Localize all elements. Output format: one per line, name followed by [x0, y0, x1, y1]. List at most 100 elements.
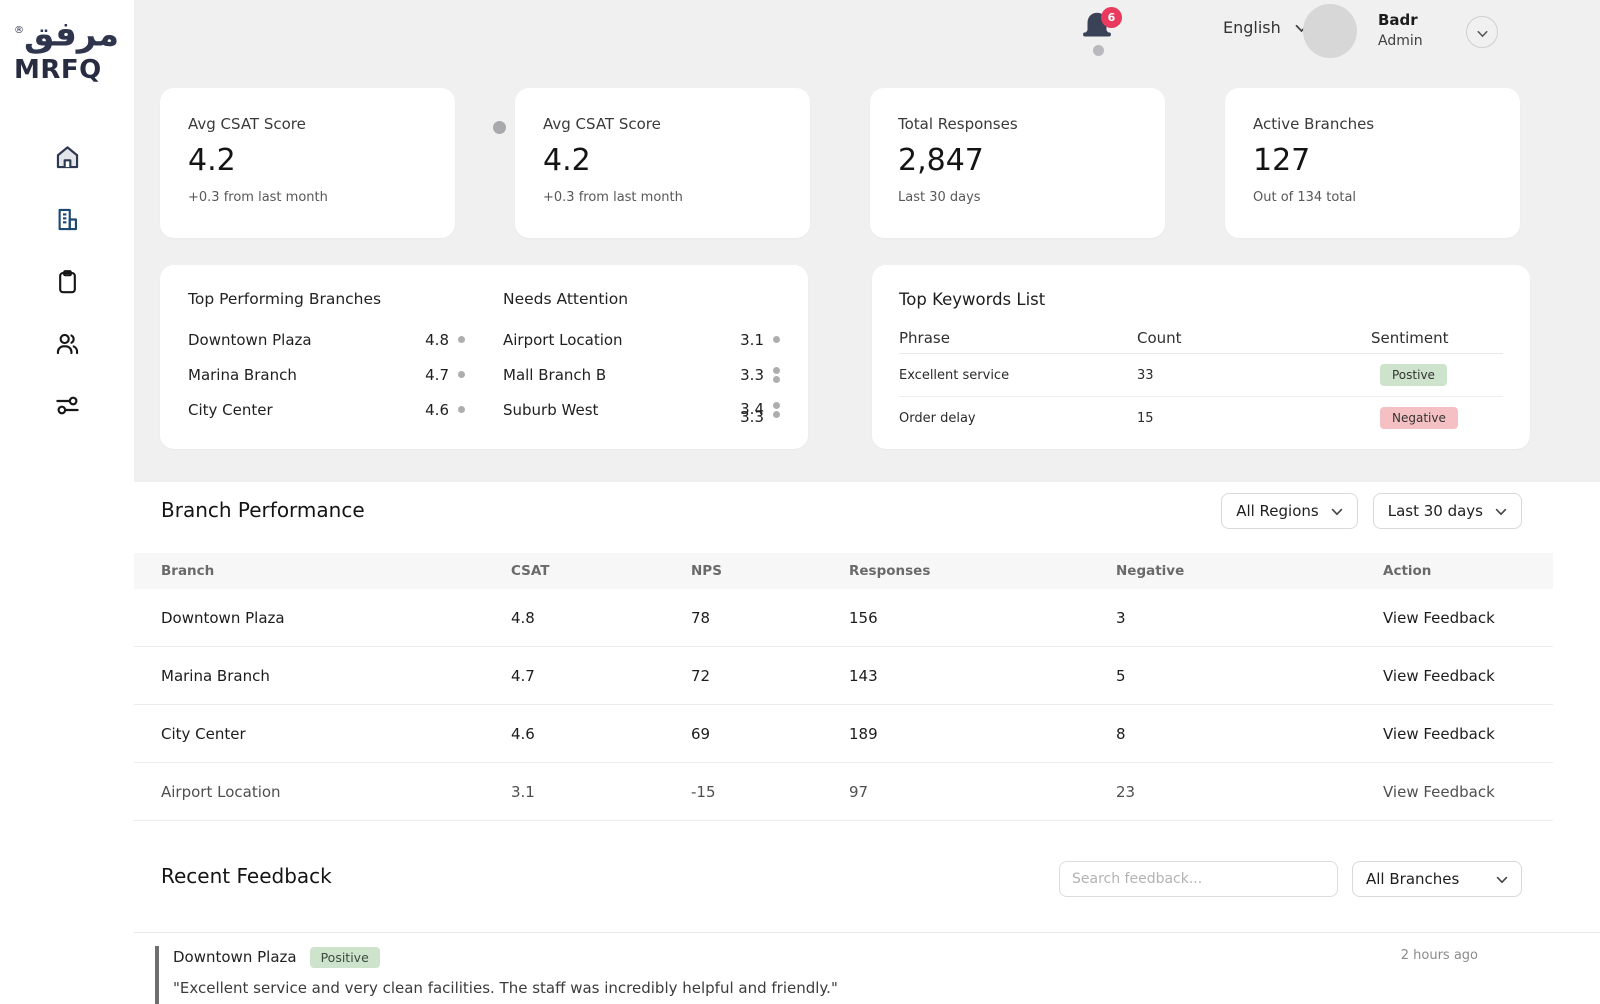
- stat-value: 127: [1253, 143, 1311, 178]
- stat-sub: Out of 134 total: [1253, 190, 1357, 205]
- column-header: Negative: [1116, 563, 1185, 579]
- view-feedback-link[interactable]: View Feedback: [1383, 783, 1495, 801]
- feedback-accent-bar: [155, 946, 159, 1004]
- divider: [134, 932, 1600, 933]
- sidebar-item-users[interactable]: [0, 330, 134, 392]
- top-performing-branches: Top Performing Branches Downtown Plaza 4…: [188, 290, 465, 427]
- feedback-item: Downtown Plaza Positive 2 hours ago "Exc…: [155, 944, 1535, 1004]
- stat-card-active-branches: Active Branches 127 Out of 134 total: [1225, 88, 1520, 238]
- glitch-dot: [773, 375, 780, 383]
- column-header: NPS: [691, 563, 722, 579]
- stat-cards: Avg CSAT Score 4.2 +0.3 from last month …: [160, 88, 1520, 238]
- glitch-dot: [493, 121, 506, 134]
- list-item: City Center 4.6: [188, 392, 465, 427]
- sidebar-item-home[interactable]: [0, 144, 134, 206]
- brand-latin: MRFQ: [14, 55, 102, 86]
- branch-performance-table: Downtown Plaza 4.8 78 156 3 View Feedbac…: [134, 589, 1553, 821]
- region-filter-dropdown[interactable]: All Regions: [1221, 493, 1358, 529]
- glitch-dot: [458, 336, 465, 343]
- user-menu-button[interactable]: [1466, 16, 1498, 48]
- stat-card-avg-csat-1: Avg CSAT Score 4.2 +0.3 from last month: [160, 88, 455, 238]
- table-row: City Center 4.6 69 189 8 View Feedback: [134, 705, 1553, 763]
- user-role: Admin: [1378, 33, 1423, 49]
- keyword-row: Excellent service 33 Postive: [899, 354, 1503, 396]
- avatar[interactable]: [1303, 4, 1357, 58]
- search-input[interactable]: [1059, 861, 1338, 897]
- panel-title: Top Keywords List: [899, 290, 1046, 309]
- users-icon: [54, 330, 81, 357]
- sentiment-badge: Positive: [309, 946, 380, 968]
- stat-card-avg-csat-2: Avg CSAT Score 4.2 +0.3 from last month: [515, 88, 810, 238]
- language-selector[interactable]: English: [1223, 18, 1308, 37]
- sidebar-item-branches[interactable]: [0, 206, 134, 268]
- lower-zone: Branch Performance All Regions Last 30 d…: [134, 482, 1600, 1004]
- sentiment-badge: Negative: [1380, 407, 1458, 429]
- feedback-timestamp: 2 hours ago: [1400, 948, 1478, 963]
- brand-arabic: مرفق®: [14, 14, 120, 55]
- column-header: CSAT: [511, 563, 550, 579]
- chevron-down-icon: [1477, 23, 1488, 42]
- stat-sub: Last 30 days: [898, 190, 981, 205]
- view-feedback-link[interactable]: View Feedback: [1383, 609, 1495, 627]
- glitch-dot: [458, 406, 465, 413]
- sliders-icon: [54, 392, 81, 419]
- column-header: Sentiment: [1371, 329, 1449, 347]
- notifications-button[interactable]: 6: [1078, 7, 1122, 56]
- view-feedback-link[interactable]: View Feedback: [1383, 667, 1495, 685]
- sidebar: مرفق® MRFQ: [0, 0, 134, 1004]
- list-item: Downtown Plaza 4.8: [188, 322, 465, 357]
- overlapping-values: 3.4 3.3: [740, 400, 764, 426]
- sidebar-nav: [0, 144, 134, 454]
- table-row: Downtown Plaza 4.8 78 156 3 View Feedbac…: [134, 589, 1553, 647]
- keywords-header-row: Phrase Count Sentiment: [899, 323, 1503, 354]
- needs-attention-branches: Needs Attention Airport Location 3.1 Mal…: [503, 290, 780, 427]
- section-title-branch-performance: Branch Performance: [161, 498, 365, 522]
- stat-value: 4.2: [188, 143, 236, 178]
- top-zone: 6 English Badr Admin Avg CSAT Score 4.2 …: [134, 0, 1600, 482]
- glitch-dot: [458, 371, 465, 378]
- chevron-down-icon: [1496, 870, 1508, 888]
- table-header-row: Branch CSAT NPS Responses Negative Actio…: [134, 553, 1553, 589]
- column-header: Branch: [161, 563, 215, 579]
- bell-clapper-dot: [1093, 45, 1104, 56]
- glitch-dot: [773, 336, 780, 343]
- column-header: Responses: [849, 563, 931, 579]
- chevron-down-icon: [1331, 502, 1343, 520]
- stat-label: Active Branches: [1253, 115, 1375, 133]
- view-feedback-link[interactable]: View Feedback: [1383, 725, 1495, 743]
- sidebar-item-surveys[interactable]: [0, 268, 134, 330]
- building-icon: [54, 206, 81, 233]
- section-title-recent-feedback: Recent Feedback: [161, 864, 332, 888]
- period-filter-dropdown[interactable]: Last 30 days: [1372, 493, 1522, 529]
- home-icon: [54, 144, 81, 171]
- table-row: Marina Branch 4.7 72 143 5 View Feedback: [134, 647, 1553, 705]
- branches-panel: Top Performing Branches Downtown Plaza 4…: [160, 265, 808, 449]
- branch-filter-dropdown[interactable]: All Branches: [1352, 861, 1522, 897]
- user-info: Badr Admin: [1378, 10, 1423, 52]
- stat-sub: +0.3 from last month: [188, 190, 328, 205]
- stat-card-total-responses: Total Responses 2,847 Last 30 days: [870, 88, 1165, 238]
- notification-badge: 6: [1101, 7, 1122, 28]
- stat-label: Avg CSAT Score: [188, 115, 306, 133]
- stat-label: Total Responses: [898, 115, 1018, 133]
- list-item: Marina Branch 4.7: [188, 357, 465, 392]
- chevron-down-icon: [1495, 502, 1507, 520]
- brand-logo: مرفق® MRFQ: [0, 0, 134, 85]
- stat-value: 2,847: [898, 143, 984, 178]
- stat-sub: +0.3 from last month: [543, 190, 683, 205]
- feedback-text: "Excellent service and very clean facili…: [173, 979, 838, 997]
- feedback-branch: Downtown Plaza: [173, 948, 297, 966]
- panel-title: Top Performing Branches: [188, 290, 382, 308]
- stat-value: 4.2: [543, 143, 591, 178]
- glitch-dot: [773, 410, 780, 418]
- column-header: Phrase: [899, 329, 950, 347]
- trademark-symbol: ®: [14, 25, 25, 36]
- panel-title: Needs Attention: [503, 290, 629, 308]
- language-label: English: [1223, 18, 1281, 37]
- branch-performance-filters: All Regions Last 30 days: [1221, 493, 1522, 529]
- user-name: Badr: [1378, 11, 1418, 29]
- sidebar-item-settings[interactable]: [0, 392, 134, 454]
- column-header: Action: [1383, 563, 1432, 579]
- sentiment-badge: Postive: [1380, 364, 1447, 386]
